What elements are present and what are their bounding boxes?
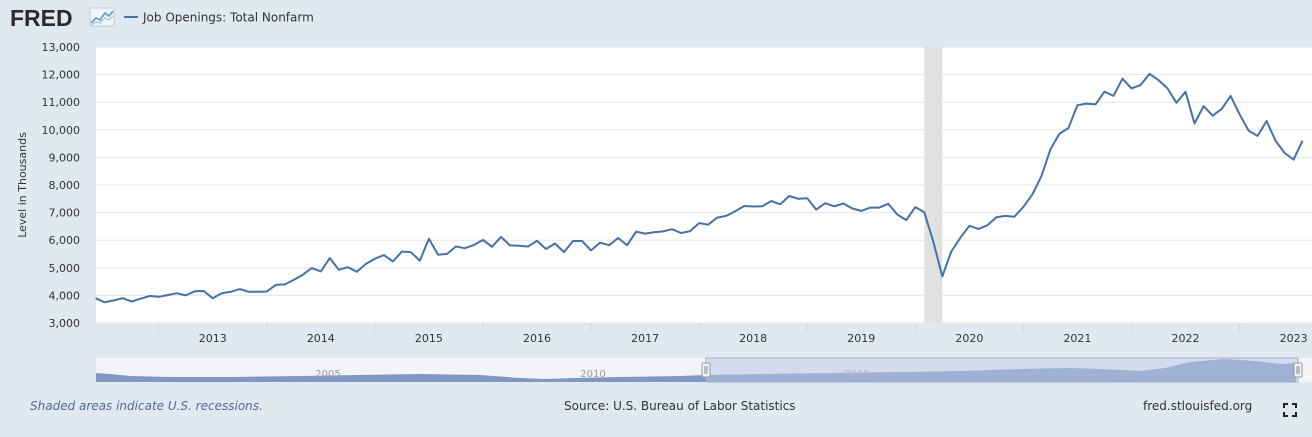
x-ticks (158, 323, 1241, 331)
y-tick-label: 9,000 (49, 151, 81, 164)
navigator-window[interactable] (705, 357, 1299, 383)
y-axis-title: Level in Thousands (16, 132, 29, 238)
series-container[interactable] (95, 72, 1304, 304)
x-tick-label: 2016 (523, 332, 551, 345)
x-tick-label: 2014 (307, 332, 335, 345)
navigator-right-handle[interactable] (1293, 362, 1303, 378)
x-tick-label: 2020 (955, 332, 983, 345)
y-tick-label: 13,000 (42, 41, 81, 54)
fullscreen-icon[interactable] (1283, 403, 1297, 417)
x-tick-label: 2021 (1063, 332, 1091, 345)
x-tick-label: 2019 (847, 332, 875, 345)
gridlines (96, 46, 1312, 324)
y-tick-label: 10,000 (42, 124, 81, 137)
recession-shade (924, 47, 943, 323)
x-tick-label: 2017 (631, 332, 659, 345)
y-tick-label: 12,000 (42, 69, 81, 82)
y-tick-label: 8,000 (49, 179, 81, 192)
y-tick-label: 3,000 (49, 317, 81, 330)
navigator-year-label: 2005 (315, 369, 340, 380)
recession-note: Shaded areas indicate U.S. recessions. (30, 399, 263, 413)
legend-label: Job Openings: Total Nonfarm (142, 11, 314, 25)
navigator-left-handle[interactable] (701, 362, 711, 378)
y-tick-label: 4,000 (49, 289, 81, 302)
y-tick-label: 11,000 (42, 96, 81, 109)
x-tick-label: 2015 (415, 332, 443, 345)
x-tick-label: 2022 (1172, 332, 1200, 345)
fred-graph-icon (89, 7, 115, 27)
y-tick-label: 7,000 (49, 207, 81, 220)
source-text: Source: U.S. Bureau of Labor Statistics (564, 399, 796, 413)
y-tick-label: 5,000 (49, 262, 81, 275)
x-tick-label: 2018 (739, 332, 767, 345)
legend[interactable]: Job Openings: Total Nonfarm (124, 11, 314, 25)
navigator-year-label: 2010 (580, 369, 605, 380)
fred-logo[interactable]: FRED (10, 5, 115, 31)
navigator[interactable]: 2005201020152020 (96, 357, 1312, 383)
y-axis-labels: 3,000 4,000 5,000 6,000 7,000 8,000 9,000 10,00… (42, 41, 81, 330)
series-line-job-openings (95, 72, 1304, 304)
site-link[interactable]: fred.stlouisfed.org (1143, 399, 1253, 413)
x-axis-labels: 2013 2014 2015 2016 2017 2018 2019 2020 2021 2022… (199, 332, 1308, 345)
x-tick-label: 2023 (1280, 332, 1308, 345)
fred-logo-text: FRED (10, 5, 73, 31)
y-tick-label: 6,000 (49, 234, 81, 247)
x-tick-label: 2013 (199, 332, 227, 345)
